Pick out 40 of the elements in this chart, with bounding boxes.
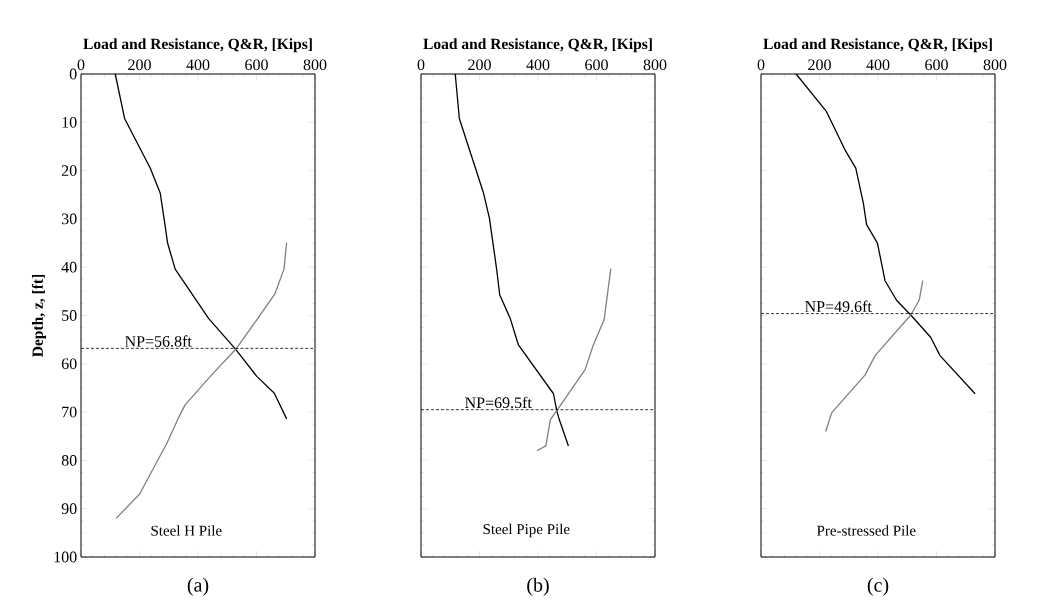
y-tick-label: 10 bbox=[62, 116, 77, 128]
ref-line-label: NP=56.8ft bbox=[125, 335, 192, 347]
x-tick-label: 800 bbox=[303, 59, 327, 71]
y-tick-label: 50 bbox=[62, 310, 77, 321]
ref-line-label: NP=49.6ft bbox=[805, 300, 872, 313]
y-tick-label: 40 bbox=[61, 261, 77, 273]
y-axis-title: Depth, z, [ft] bbox=[31, 274, 47, 357]
annotation: Pre-stressed Pile bbox=[816, 525, 916, 536]
y-tick-label: 100 bbox=[54, 551, 77, 563]
annotation: Steel H Pile bbox=[151, 525, 222, 536]
x-tick-label: 800 bbox=[983, 59, 1007, 71]
y-tick-label: 0 bbox=[69, 68, 77, 80]
x-tick-label: 0 bbox=[757, 59, 765, 71]
ref-line-label: NP=69.5ft bbox=[465, 396, 532, 409]
y-tick-label: 20 bbox=[61, 165, 77, 176]
x-tick-label: 400 bbox=[866, 59, 890, 71]
text: (c) bbox=[867, 577, 889, 596]
x-tick-label: 600 bbox=[585, 59, 608, 71]
x-tick-label: 600 bbox=[925, 59, 948, 71]
y-tick-label: 80 bbox=[61, 455, 77, 466]
line-series bbox=[115, 241, 288, 520]
text: (a) bbox=[187, 577, 209, 596]
x-tick-label: 400 bbox=[526, 59, 550, 71]
x-axis-title: Load and Resistance, Q&R, [Kips] bbox=[423, 38, 652, 53]
x-tick-label: 200 bbox=[808, 59, 831, 71]
y-tick-label: 90 bbox=[61, 503, 77, 515]
x-tick-label: 600 bbox=[245, 59, 268, 71]
x-tick-label: 200 bbox=[468, 59, 491, 71]
x-tick-label: 0 bbox=[77, 59, 85, 71]
x-tick-label: 0 bbox=[417, 59, 425, 71]
x-tick-label: 400 bbox=[186, 59, 210, 71]
y-tick-label: 60 bbox=[61, 358, 77, 370]
annotation: Steel Pipe Pile bbox=[483, 523, 570, 538]
x-tick-label: 800 bbox=[643, 59, 667, 71]
text: (b) bbox=[527, 577, 549, 596]
x-axis-title: Load and Resistance, Q&R, [Kips] bbox=[83, 38, 312, 53]
y-tick-label: 30 bbox=[61, 213, 77, 225]
x-axis-title: Load and Resistance, Q&R, [Kips] bbox=[763, 38, 992, 53]
y-tick-label: 70 bbox=[62, 406, 77, 418]
x-tick-label: 200 bbox=[128, 59, 151, 71]
